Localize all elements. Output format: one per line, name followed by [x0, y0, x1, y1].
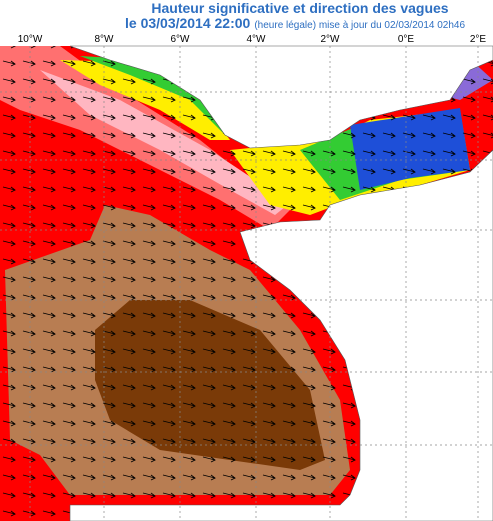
lon-label: 2°E — [470, 34, 487, 45]
lon-labels: 10°W 8°W 6°W 4°W 2°W 0°E 2°E — [18, 34, 487, 45]
land-france-spain — [69, 149, 493, 521]
map — [0, 45, 493, 521]
title: Hauteur significative et direction des v… — [151, 0, 448, 16]
lon-label: 10°W — [18, 34, 43, 45]
graticule — [0, 46, 493, 521]
lon-label: 2°W — [321, 34, 341, 45]
lon-label: 0°E — [398, 34, 415, 45]
lon-label: 8°W — [95, 34, 115, 45]
date: le 03/03/2014 22:00 — [125, 15, 251, 31]
lon-label: 6°W — [171, 34, 191, 45]
subtitle: le 03/03/2014 22:00 (heure légale) mise à… — [125, 15, 465, 31]
lon-label: 4°W — [247, 34, 267, 45]
update-note: (heure légale) mise à jour du 02/03/2014… — [254, 20, 465, 31]
land-england — [69, 45, 493, 149]
